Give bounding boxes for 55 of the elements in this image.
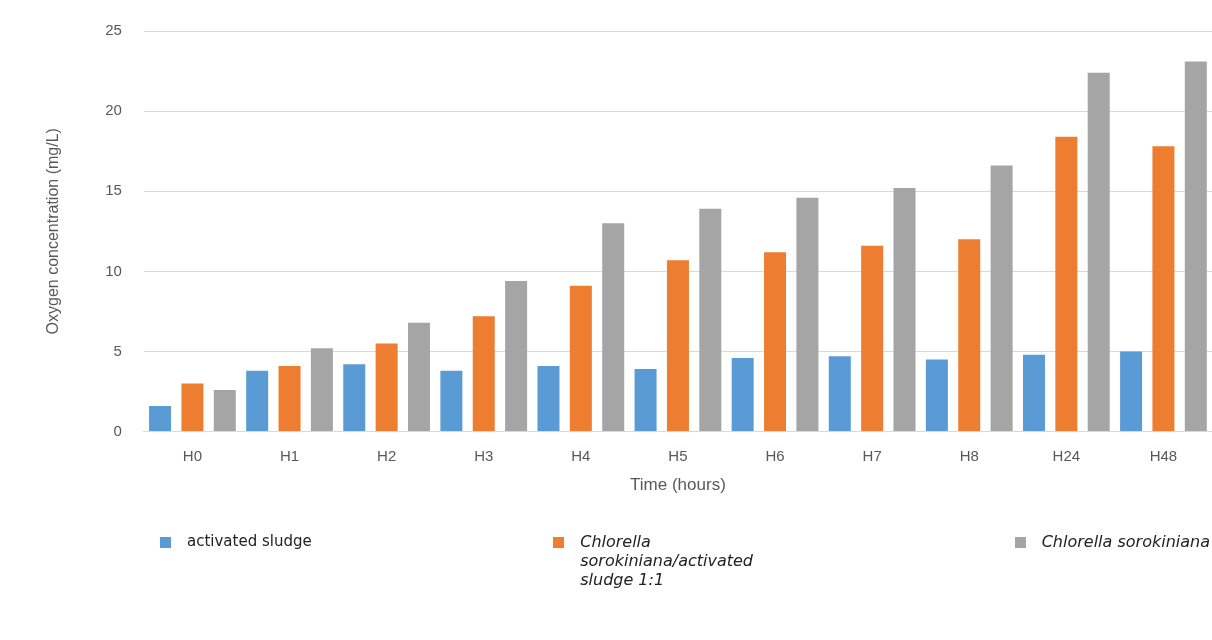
x-tick-label: H3 [474, 446, 494, 464]
bar [602, 223, 625, 432]
y-tick-label: 15 [105, 181, 122, 199]
bar [958, 239, 981, 432]
x-tick-label: H1 [279, 446, 300, 464]
x-tick-label: H2 [377, 446, 397, 464]
bar [375, 343, 398, 432]
legend-label: activated sludge [187, 532, 312, 550]
bar [505, 280, 528, 432]
bar [861, 245, 884, 432]
bar [666, 260, 689, 432]
bar [472, 316, 495, 432]
bar [149, 405, 172, 432]
bar [246, 370, 269, 432]
bar [537, 365, 560, 432]
x-tick-label: H24 [1052, 446, 1081, 464]
bar [1022, 354, 1045, 432]
x-tick-label: H6 [765, 446, 785, 464]
bar [764, 252, 787, 432]
bar [278, 365, 301, 432]
bar [1184, 61, 1207, 432]
x-tick-label: H48 [1149, 446, 1178, 464]
bar [213, 389, 236, 432]
bar [1087, 72, 1110, 432]
x-tick-label: H0 [182, 446, 203, 464]
bar [408, 322, 431, 432]
y-tick-label: 0 [113, 421, 122, 439]
y-axis-title: Oxygen concentration (mg/L) [44, 128, 62, 335]
bar [893, 188, 916, 432]
bar [569, 285, 592, 432]
bar [343, 364, 366, 432]
bar [1152, 146, 1175, 432]
bar [1055, 136, 1078, 432]
y-tick-label: 5 [113, 341, 122, 359]
y-tick-label: 25 [105, 21, 122, 39]
bar [699, 208, 722, 432]
bar [1120, 351, 1143, 432]
bar [440, 370, 463, 432]
bar [828, 356, 851, 432]
x-tick-label: H4 [571, 446, 591, 464]
y-tick-label: 20 [105, 101, 122, 119]
bar [731, 357, 754, 432]
legend-label: Chlorella sorokiniana [1041, 532, 1210, 551]
x-tick-label: H7 [862, 446, 882, 464]
x-axis-title: Time (hours) [630, 475, 726, 495]
bar [925, 359, 948, 432]
x-tick-label: H8 [959, 446, 979, 464]
bar [181, 383, 204, 432]
legend-label: Chlorella sorokiniana/activated sludge 1:1 [580, 532, 754, 589]
bar [796, 197, 819, 432]
y-tick-label: 10 [105, 261, 122, 279]
x-tick-label: H5 [668, 446, 688, 464]
bar [990, 165, 1013, 432]
bar [310, 348, 333, 432]
bar [634, 369, 657, 432]
